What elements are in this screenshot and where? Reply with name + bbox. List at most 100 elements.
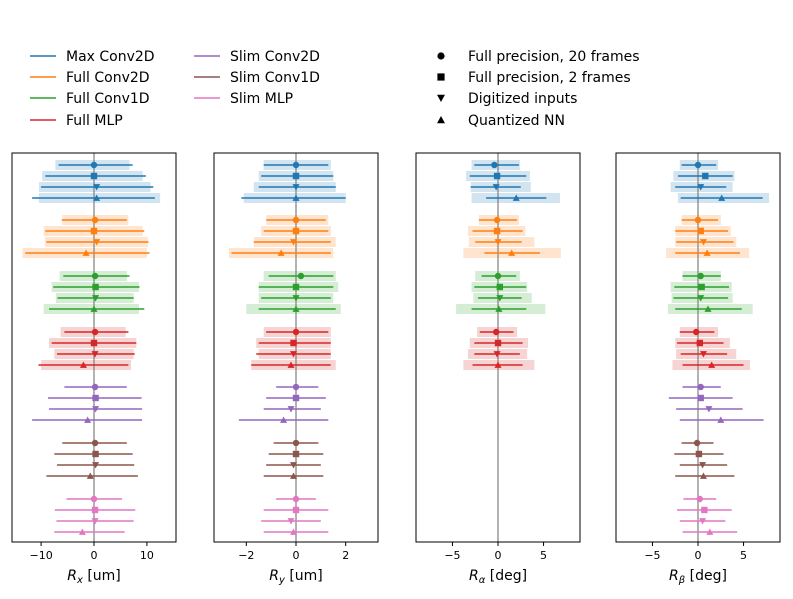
point-slim-mlp-v3	[289, 528, 298, 535]
point-slim-conv1d-v2	[92, 462, 100, 469]
point-full-conv1d-v2	[496, 295, 504, 302]
point-max-conv2d-v3	[93, 194, 101, 201]
point-full-mlp-v3	[494, 361, 502, 368]
point-slim-mlp-v2	[287, 518, 295, 525]
legend-label-max-conv2d: Max Conv2D	[66, 49, 155, 65]
point-slim-conv2d-v2	[287, 406, 295, 413]
legend-marker-circle	[437, 52, 445, 60]
point-full-conv2d-v0	[91, 216, 99, 224]
point-full-mlp-v3	[708, 361, 716, 368]
point-slim-conv1d-v3	[86, 472, 94, 479]
point-full-conv1d-v2	[92, 295, 100, 302]
point-full-conv1d-v3	[90, 305, 98, 312]
point-full-conv2d-v0	[694, 216, 702, 224]
point-slim-mlp-v2	[91, 518, 99, 525]
point-full-conv2d-v0	[493, 216, 501, 224]
panel-2: −2 0 2 Ry [um]	[213, 152, 379, 586]
point-slim-mlp-v1	[701, 506, 708, 514]
point-slim-mlp-v0	[696, 495, 704, 503]
point-slim-conv2d-v1	[292, 394, 300, 402]
x-tick-label: 0	[91, 549, 98, 562]
point-full-conv2d-v3	[508, 249, 516, 256]
x-tick-label: −5	[444, 549, 460, 562]
point-max-conv2d-v1	[702, 172, 709, 180]
legend-label-slim-mlp: Slim MLP	[230, 91, 293, 107]
legend-marker-triangle-up	[437, 116, 445, 124]
x-tick-label: 5	[740, 549, 747, 562]
x-axis-label: Ry [um]	[269, 568, 323, 586]
point-full-mlp-v1	[494, 339, 502, 347]
point-full-mlp-v2	[289, 351, 298, 358]
point-slim-conv1d-v1	[92, 450, 99, 458]
legend-label-full-conv2d: Full Conv2D	[66, 70, 150, 86]
point-slim-mlp-v0	[90, 495, 98, 503]
point-full-conv1d-v0	[494, 272, 502, 280]
point-full-conv1d-v1	[698, 283, 705, 291]
legend: Max Conv2D Full Conv2D Full Conv1D Full MLP…	[30, 49, 640, 129]
point-full-conv2d-v1	[292, 227, 300, 235]
point-full-mlp-v0	[91, 328, 99, 336]
point-slim-conv1d-v2	[699, 462, 707, 469]
legend-label-full-precision-2-frames: Full precision, 2 frames	[468, 70, 631, 86]
point-full-conv1d-v0	[297, 272, 305, 280]
x-axis-label: Rα [deg]	[469, 568, 527, 586]
point-full-conv2d-v1	[90, 227, 98, 235]
point-full-conv2d-v3	[82, 249, 90, 256]
point-full-conv1d-v1	[92, 283, 99, 291]
point-slim-conv1d-v1	[695, 450, 703, 458]
point-max-conv2d-v2	[93, 184, 101, 191]
point-max-conv2d-v2	[492, 184, 500, 191]
point-slim-conv2d-v3	[717, 416, 725, 423]
point-slim-conv1d-v3	[289, 472, 298, 479]
x-tick-label: −5	[644, 549, 660, 562]
point-max-conv2d-v1	[90, 172, 98, 180]
legend-label-slim-conv1d: Slim Conv1D	[230, 70, 320, 86]
point-slim-conv1d-v0	[693, 439, 701, 447]
point-full-mlp-v3	[79, 361, 87, 368]
point-slim-conv2d-v2	[92, 406, 100, 413]
point-full-conv1d-v0	[91, 272, 99, 280]
point-slim-mlp-v2	[699, 518, 707, 525]
point-full-conv2d-v3	[277, 249, 285, 256]
point-full-conv2d-v3	[703, 249, 711, 256]
point-full-mlp-v0	[692, 328, 700, 336]
panel-4: −5 0 5 Rβ [deg]	[615, 152, 781, 586]
legend-label-digitized-inputs: Digitized inputs	[468, 91, 577, 107]
point-slim-conv2d-v0	[292, 383, 300, 391]
x-axis-label: Rβ [deg]	[669, 568, 727, 586]
point-slim-conv2d-v1	[92, 394, 99, 402]
x-axis-label: Rx [um]	[67, 568, 121, 586]
x-tick-label: −10	[29, 549, 52, 562]
point-full-mlp-v1	[90, 339, 98, 347]
panel-1: −10 0 10 Rx [um]	[11, 152, 177, 586]
point-slim-conv2d-v1	[697, 394, 704, 402]
point-max-conv2d-v3	[512, 194, 520, 201]
panel-3: −5 0 5 Rα [deg]	[415, 152, 581, 586]
point-full-mlp-v0	[292, 328, 300, 336]
point-slim-conv1d-v3	[699, 472, 707, 479]
point-slim-mlp-v3	[706, 528, 714, 535]
point-full-conv2d-v2	[699, 239, 707, 246]
point-slim-conv2d-v0	[697, 383, 704, 391]
point-full-mlp-v3	[287, 361, 295, 368]
point-slim-conv1d-v0	[91, 439, 99, 447]
legend-label-full-precision-20-frames: Full precision, 20 frames	[468, 49, 640, 65]
point-max-conv2d-v0	[694, 161, 702, 169]
legend-marker-square	[437, 73, 445, 81]
point-full-mlp-v0	[492, 328, 500, 336]
point-full-conv2d-v0	[292, 216, 300, 224]
point-full-conv1d-v3	[704, 305, 712, 312]
legend-label-slim-conv2d: Slim Conv2D	[230, 49, 320, 65]
point-full-mlp-v1	[290, 339, 297, 347]
point-full-conv1d-v3	[495, 305, 503, 312]
point-slim-mlp-v3	[78, 528, 86, 535]
point-full-conv2d-v2	[494, 239, 502, 246]
point-max-conv2d-v1	[292, 172, 300, 180]
point-max-conv2d-v3	[292, 194, 300, 201]
point-full-conv1d-v3	[292, 305, 300, 312]
point-full-conv1d-v1	[292, 283, 300, 291]
x-tick-label: −2	[238, 549, 254, 562]
point-max-conv2d-v0	[491, 161, 498, 169]
point-max-conv2d-v2	[697, 184, 705, 191]
